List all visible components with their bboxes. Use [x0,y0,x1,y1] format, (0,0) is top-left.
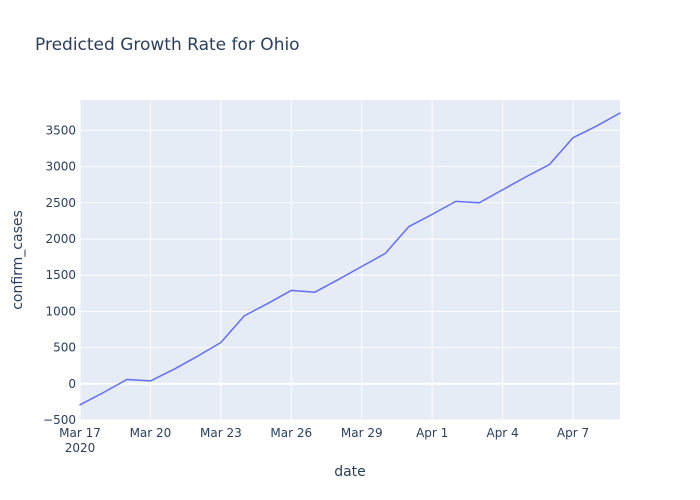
y-tick-label: 1000 [45,304,76,318]
y-tick-label: 2000 [45,232,76,246]
plot-area [80,100,620,420]
y-tick-label: 0 [68,377,76,391]
x-axis-title: date [334,464,366,480]
x-tick-label: Mar 26 [270,426,312,440]
series-line [79,112,621,406]
y-tick-label: 1500 [45,268,76,282]
x-tick-sublabel: 2020 [65,441,96,455]
x-tick-label: Apr 7 [557,426,589,440]
x-tick-label: Apr 4 [486,426,518,440]
y-axis-ticks: −500 0 500 1000 1500 2000 2500 3000 3500 [43,123,76,427]
x-tick-label: Mar 23 [200,426,242,440]
chart-title: Predicted Growth Rate for Ohio [35,35,300,55]
x-tick-label: Apr 1 [416,426,448,440]
y-axis-title: confirm_cases [10,210,26,310]
x-tick-label: Mar 20 [130,426,172,440]
y-tick-label: 3500 [45,123,76,137]
grid-lines [79,100,620,421]
series-layer [79,112,621,406]
y-tick-label: 500 [53,341,76,355]
x-tick-label: Mar 29 [341,426,383,440]
y-tick-label: −500 [43,413,76,427]
y-tick-label: 2500 [45,196,76,210]
y-tick-label: 3000 [45,160,76,174]
x-tick-label: Mar 17 [59,426,101,440]
